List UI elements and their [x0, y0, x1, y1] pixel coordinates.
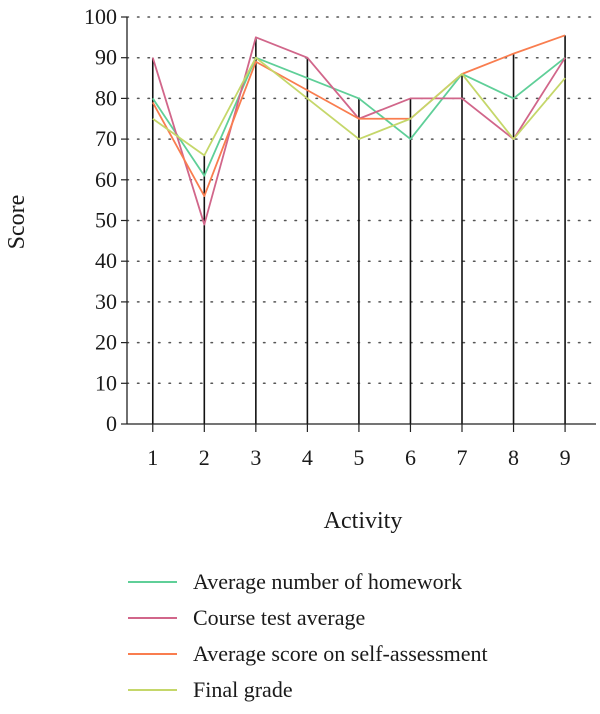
- y-tick-label-50: 50: [95, 208, 117, 233]
- y-tick-label-20: 20: [95, 330, 117, 355]
- axes: [121, 16, 596, 432]
- x-tick-label-7: 7: [457, 445, 468, 470]
- y-tick-label-90: 90: [95, 45, 117, 70]
- x-tick-label-3: 3: [250, 445, 261, 470]
- x-axis-title: Activity: [324, 508, 403, 534]
- series-lines: [151, 34, 566, 226]
- y-tick-label-80: 80: [95, 85, 117, 110]
- y-tick-label-0: 0: [106, 411, 117, 436]
- x-tick-label-6: 6: [405, 445, 416, 470]
- x-tick-label-4: 4: [302, 445, 313, 470]
- y-tick-label-30: 30: [95, 289, 117, 314]
- y-tick-label-100: 100: [84, 4, 117, 29]
- legend-label-3: Average score on self-assessment: [193, 641, 488, 666]
- y-tick-label-10: 10: [95, 370, 117, 395]
- legend-label-4: Final grade: [193, 677, 293, 702]
- drop-lines: [151, 35, 566, 424]
- y-tick-label-40: 40: [95, 248, 117, 273]
- x-tick-label-9: 9: [560, 445, 571, 470]
- y-axis-title: Score: [4, 195, 30, 250]
- x-tick-label-1: 1: [147, 445, 158, 470]
- x-tick-label-8: 8: [508, 445, 519, 470]
- series-line-4: [152, 56, 566, 157]
- y-tick-labels: 0 10 20 30 40 50 60 70 80 90 100: [84, 4, 117, 436]
- x-tick-labels: 1 2 3 4 5 6 7 8 9: [147, 445, 570, 470]
- x-tick-label-5: 5: [353, 445, 364, 470]
- series-line-3: [151, 34, 566, 197]
- y-tick-label-70: 70: [95, 126, 117, 151]
- series-line-1: [152, 56, 566, 177]
- legend: Average number of homework Course test av…: [128, 569, 488, 702]
- x-tick-label-2: 2: [199, 445, 210, 470]
- y-tick-label-60: 60: [95, 167, 117, 192]
- legend-label-2: Course test average: [193, 605, 365, 630]
- legend-label-1: Average number of homework: [193, 569, 462, 594]
